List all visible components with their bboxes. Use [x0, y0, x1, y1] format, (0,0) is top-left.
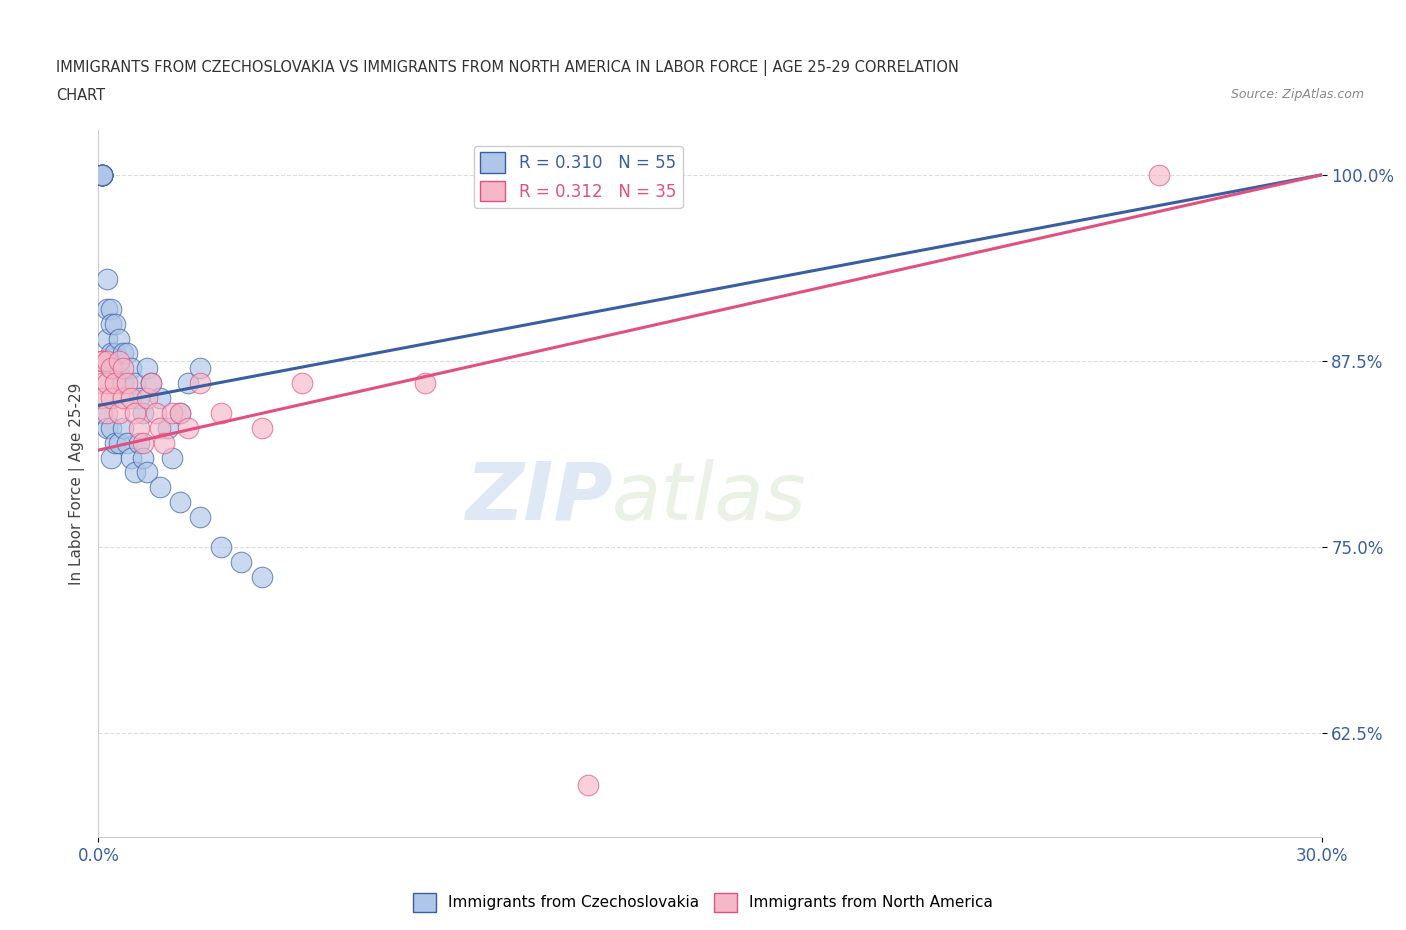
- Point: [111, 361, 134, 376]
- Legend: R = 0.310   N = 55, R = 0.312   N = 35: R = 0.310 N = 55, R = 0.312 N = 35: [474, 146, 683, 208]
- Point: [156, 420, 179, 435]
- Point: [209, 405, 232, 420]
- Point: [231, 554, 253, 569]
- Point: [91, 167, 114, 182]
- Point: [91, 167, 114, 182]
- Point: [100, 346, 122, 361]
- Point: [115, 435, 138, 450]
- Point: [91, 353, 114, 368]
- Point: [177, 420, 200, 435]
- Point: [96, 405, 118, 420]
- Point: [141, 376, 163, 391]
- Point: [120, 391, 142, 405]
- Point: [100, 450, 122, 465]
- Point: [96, 376, 118, 391]
- Point: [169, 495, 191, 510]
- Point: [96, 301, 118, 316]
- Point: [91, 167, 114, 182]
- Point: [413, 376, 436, 391]
- Point: [152, 435, 174, 450]
- Point: [124, 465, 146, 480]
- Y-axis label: In Labor Force | Age 25-29: In Labor Force | Age 25-29: [69, 382, 84, 585]
- Point: [115, 346, 138, 361]
- Point: [145, 405, 167, 420]
- Point: [104, 435, 127, 450]
- Point: [124, 405, 146, 420]
- Point: [96, 331, 118, 346]
- Point: [96, 353, 118, 368]
- Point: [91, 376, 114, 391]
- Point: [115, 376, 138, 391]
- Point: [111, 420, 134, 435]
- Point: [1147, 167, 1170, 182]
- Point: [108, 353, 131, 368]
- Point: [149, 420, 172, 435]
- Point: [132, 405, 155, 420]
- Point: [108, 435, 131, 450]
- Point: [91, 353, 114, 368]
- Point: [104, 316, 127, 331]
- Point: [96, 420, 118, 435]
- Point: [160, 405, 183, 420]
- Point: [111, 346, 134, 361]
- Point: [291, 376, 314, 391]
- Point: [209, 539, 232, 554]
- Point: [169, 405, 191, 420]
- Point: [91, 391, 114, 405]
- Point: [108, 331, 131, 346]
- Point: [128, 391, 150, 405]
- Point: [111, 391, 134, 405]
- Point: [132, 435, 155, 450]
- Point: [108, 361, 131, 376]
- Point: [100, 391, 122, 405]
- Point: [132, 450, 155, 465]
- Point: [141, 376, 163, 391]
- Point: [576, 777, 599, 792]
- Text: ZIP: ZIP: [465, 458, 612, 537]
- Point: [104, 346, 127, 361]
- Point: [177, 376, 200, 391]
- Point: [96, 272, 118, 286]
- Point: [149, 480, 172, 495]
- Point: [136, 391, 159, 405]
- Point: [91, 167, 114, 182]
- Point: [188, 510, 212, 525]
- Text: Source: ZipAtlas.com: Source: ZipAtlas.com: [1230, 88, 1364, 101]
- Point: [136, 361, 159, 376]
- Point: [91, 405, 114, 420]
- Point: [124, 376, 146, 391]
- Point: [91, 167, 114, 182]
- Point: [188, 376, 212, 391]
- Point: [91, 167, 114, 182]
- Point: [100, 361, 122, 376]
- Point: [91, 167, 114, 182]
- Point: [91, 167, 114, 182]
- Text: atlas: atlas: [612, 458, 807, 537]
- Legend: Immigrants from Czechoslovakia, Immigrants from North America: Immigrants from Czechoslovakia, Immigran…: [406, 887, 1000, 918]
- Point: [100, 361, 122, 376]
- Point: [100, 420, 122, 435]
- Point: [120, 361, 142, 376]
- Point: [108, 405, 131, 420]
- Point: [100, 316, 122, 331]
- Point: [91, 167, 114, 182]
- Point: [160, 450, 183, 465]
- Point: [188, 361, 212, 376]
- Point: [100, 301, 122, 316]
- Point: [128, 435, 150, 450]
- Point: [91, 167, 114, 182]
- Point: [91, 353, 114, 368]
- Text: IMMIGRANTS FROM CZECHOSLOVAKIA VS IMMIGRANTS FROM NORTH AMERICA IN LABOR FORCE |: IMMIGRANTS FROM CZECHOSLOVAKIA VS IMMIGR…: [56, 60, 959, 76]
- Point: [149, 391, 172, 405]
- Point: [250, 420, 273, 435]
- Point: [128, 420, 150, 435]
- Point: [169, 405, 191, 420]
- Point: [136, 465, 159, 480]
- Text: CHART: CHART: [56, 88, 105, 103]
- Point: [104, 376, 127, 391]
- Point: [250, 569, 273, 584]
- Point: [120, 450, 142, 465]
- Point: [111, 376, 134, 391]
